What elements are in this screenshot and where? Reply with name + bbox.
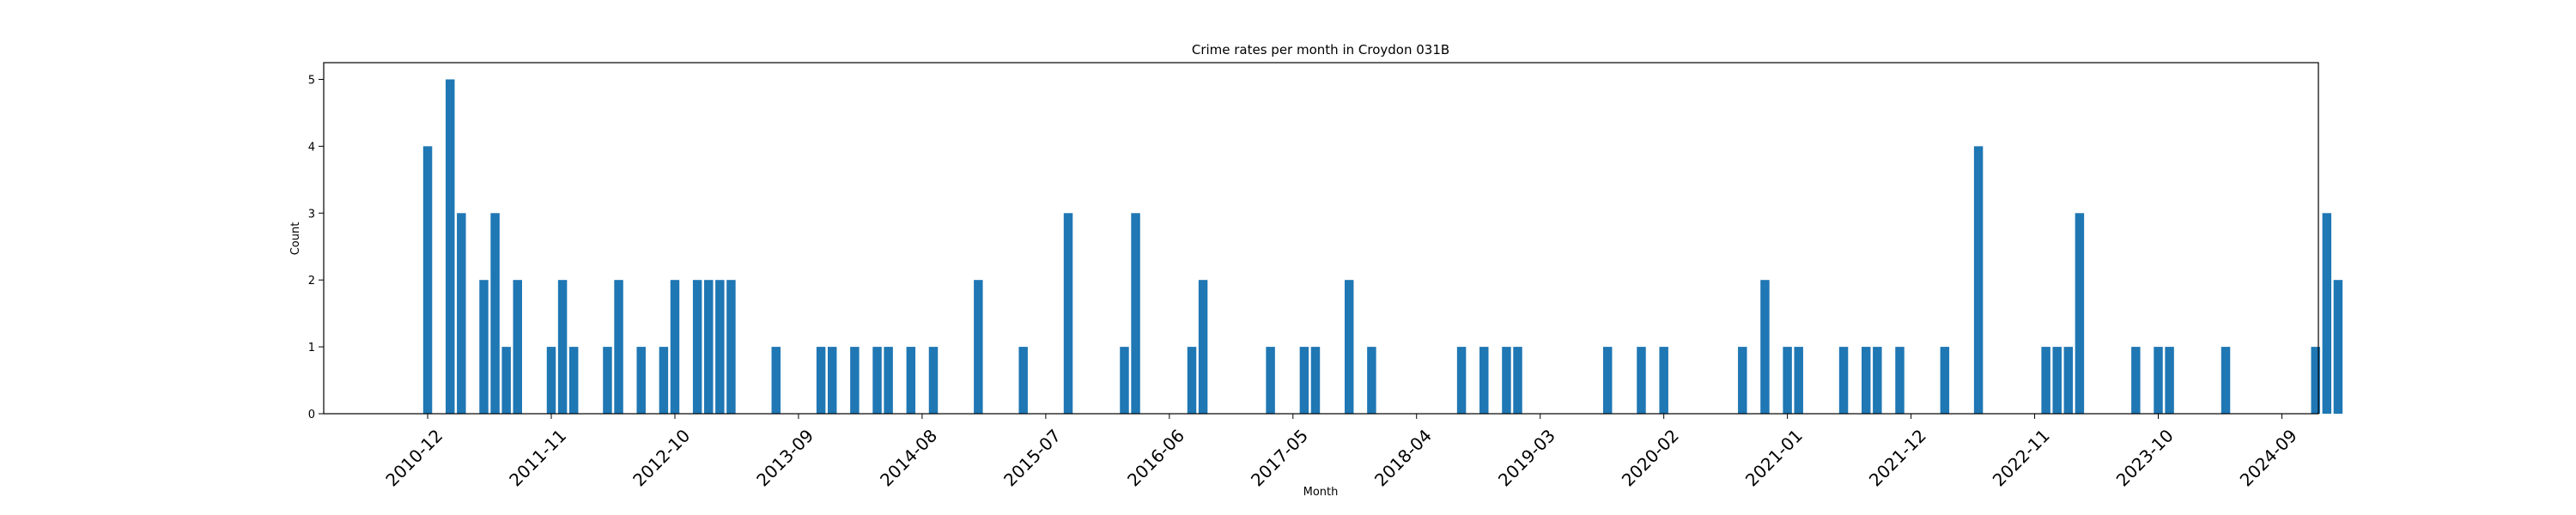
bar (1063, 213, 1073, 414)
bar (2041, 347, 2050, 414)
bar (2322, 213, 2332, 414)
bar (928, 347, 939, 414)
chart-title: Crime rates per month in Croydon 031B (1192, 42, 1449, 58)
bar (1018, 347, 1028, 414)
bar (1513, 347, 1522, 414)
bar (1783, 347, 1792, 414)
bar (659, 347, 669, 414)
bar (872, 347, 882, 414)
bar (827, 347, 837, 414)
bar (726, 280, 736, 414)
y-tick-label: 1 (308, 342, 315, 354)
bar (479, 280, 489, 414)
bar (1131, 213, 1140, 414)
y-tick-label: 5 (308, 74, 315, 87)
bar (850, 347, 860, 414)
bar (2311, 347, 2320, 414)
bar (603, 347, 612, 414)
bar (422, 146, 433, 414)
bar (1940, 347, 1950, 414)
bar (2154, 347, 2163, 414)
y-tick-label: 0 (308, 409, 315, 421)
bar (2075, 213, 2085, 414)
bar (446, 79, 455, 414)
bar (1187, 347, 1197, 414)
bar (501, 347, 511, 414)
y-tick-label: 2 (308, 275, 315, 288)
bar (1310, 347, 1321, 414)
bar (1120, 347, 1129, 414)
bar (457, 213, 466, 414)
bar (557, 280, 568, 414)
bar (1873, 347, 1882, 414)
bar (974, 280, 983, 414)
bar (1738, 347, 1747, 414)
bar (1602, 347, 1613, 414)
bar (490, 213, 500, 414)
bar (1862, 347, 1871, 414)
bar (670, 280, 680, 414)
bar (1895, 347, 1905, 414)
bar (704, 280, 714, 414)
bar (906, 347, 916, 414)
bar (816, 347, 826, 414)
bar (692, 280, 702, 414)
bar (1502, 347, 1511, 414)
bar (1973, 146, 1984, 414)
bar (1637, 347, 1646, 414)
bar (2221, 347, 2231, 414)
bar (1838, 347, 1849, 414)
bar (1794, 347, 1803, 414)
bar (2333, 280, 2343, 414)
bar (1198, 280, 1208, 414)
bar (2052, 347, 2062, 414)
bar (1299, 347, 1309, 414)
bar (1659, 347, 1668, 414)
bar (715, 280, 725, 414)
bar (1760, 280, 1770, 414)
bar (2063, 347, 2074, 414)
y-axis-label: Count (289, 222, 302, 256)
bar (1479, 347, 1489, 414)
bar (2165, 347, 2174, 414)
bar (1344, 280, 1354, 414)
y-axis: 0 1 2 3 4 5 (308, 74, 324, 421)
bar (614, 280, 623, 414)
bar (1456, 347, 1467, 414)
bars-layer (422, 79, 2343, 414)
bar (884, 347, 893, 414)
bar (1367, 347, 1376, 414)
bar (546, 347, 556, 414)
bar (771, 347, 781, 414)
y-tick-label: 4 (308, 141, 315, 154)
bar (1266, 347, 1275, 414)
y-tick-label: 3 (308, 208, 315, 221)
bar (2131, 347, 2141, 414)
bar (636, 347, 646, 414)
bar (513, 280, 522, 414)
x-axis-label: Month (1303, 486, 1339, 499)
bar (568, 347, 579, 414)
plot-area-frame (323, 62, 2319, 415)
